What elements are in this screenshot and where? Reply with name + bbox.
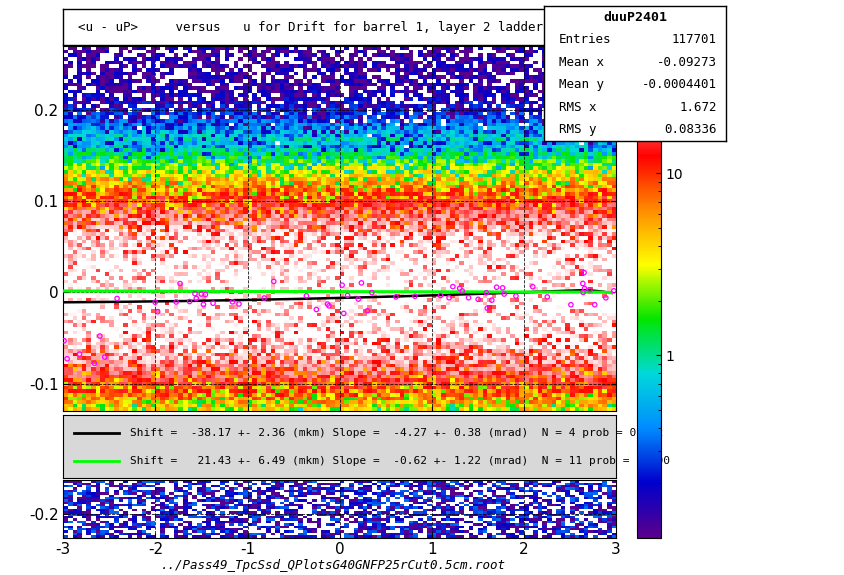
Point: [408, 292, 422, 301]
Point: [322, 301, 336, 310]
Point: [607, 286, 620, 296]
Point: [526, 282, 539, 292]
Point: [583, 285, 597, 294]
Text: -0.0004401: -0.0004401: [641, 78, 717, 91]
Point: [188, 289, 202, 298]
Point: [446, 282, 460, 291]
Text: Mean y: Mean y: [559, 78, 604, 91]
Point: [88, 359, 101, 368]
Point: [496, 283, 510, 293]
Text: ../Pass49_TpcSsd_QPlotsG40GNFP25rCut0.5cm.root: ../Pass49_TpcSsd_QPlotsG40GNFP25rCut0.5c…: [161, 559, 506, 572]
Point: [173, 279, 187, 288]
Point: [485, 296, 499, 305]
Text: -0.09273: -0.09273: [657, 56, 717, 68]
Point: [360, 306, 374, 315]
Point: [354, 278, 368, 288]
Point: [352, 294, 365, 304]
Text: duuP2401: duuP2401: [603, 10, 667, 24]
Point: [300, 292, 313, 301]
Text: Mean x: Mean x: [559, 56, 604, 68]
Point: [576, 288, 590, 297]
Point: [564, 300, 577, 309]
Point: [232, 300, 246, 309]
Point: [578, 284, 592, 293]
Point: [599, 293, 613, 302]
Point: [509, 292, 522, 301]
Point: [190, 294, 203, 303]
Point: [337, 309, 350, 318]
Point: [170, 297, 183, 306]
Text: 117701: 117701: [672, 33, 717, 46]
Point: [540, 292, 554, 301]
Point: [576, 279, 590, 288]
Point: [73, 350, 86, 359]
Point: [310, 305, 323, 314]
Point: [479, 288, 493, 297]
Point: [434, 291, 447, 300]
Point: [442, 293, 456, 302]
Point: [267, 277, 280, 286]
Point: [389, 292, 403, 301]
Point: [225, 297, 239, 306]
Point: [93, 331, 106, 340]
Point: [257, 293, 271, 302]
Point: [197, 300, 210, 309]
Point: [198, 290, 212, 299]
Text: RMS y: RMS y: [559, 123, 597, 136]
Text: Shift =  -38.17 +- 2.36 (mkm) Slope =  -4.27 +- 0.38 (mrad)  N = 4 prob = 0.032: Shift = -38.17 +- 2.36 (mkm) Slope = -4.…: [130, 428, 663, 438]
Point: [57, 336, 71, 346]
Point: [490, 283, 503, 292]
Point: [183, 297, 197, 306]
Text: Entries: Entries: [559, 33, 611, 46]
Point: [335, 281, 349, 290]
Point: [111, 294, 124, 303]
Text: <u - uP>     versus   u for Drift for barrel 1, layer 2 ladder 1, wafer 4: <u - uP> versus u for Drift for barrel 1…: [78, 21, 625, 33]
Point: [472, 295, 485, 304]
Point: [577, 268, 591, 277]
Point: [194, 289, 208, 298]
Point: [456, 286, 469, 296]
Point: [462, 293, 475, 302]
Point: [588, 300, 602, 309]
Point: [151, 307, 165, 316]
Text: Shift =   21.43 +- 6.49 (mkm) Slope =  -0.62 +- 1.22 (mrad)  N = 11 prob = 0.000: Shift = 21.43 +- 6.49 (mkm) Slope = -0.6…: [130, 456, 669, 466]
Point: [61, 354, 74, 363]
Point: [206, 298, 219, 308]
Text: 1.672: 1.672: [679, 101, 717, 114]
Point: [453, 283, 467, 293]
Point: [341, 291, 354, 300]
Point: [365, 288, 379, 297]
Point: [98, 352, 111, 362]
Text: RMS x: RMS x: [559, 101, 597, 114]
Point: [149, 298, 162, 307]
Point: [480, 304, 494, 313]
Point: [321, 300, 334, 309]
Point: [497, 289, 511, 298]
Text: 0.08336: 0.08336: [664, 123, 717, 136]
